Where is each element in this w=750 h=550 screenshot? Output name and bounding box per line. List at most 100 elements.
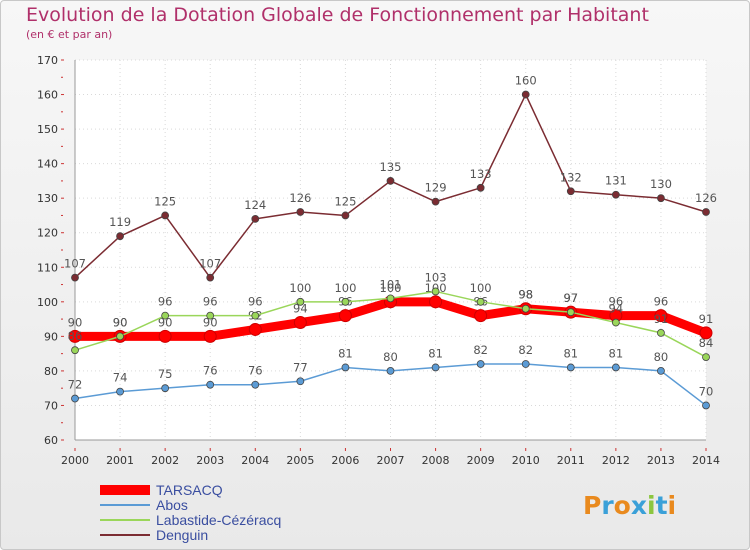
legend-label-tarsacq: TARSACQ: [156, 482, 223, 498]
chart-title: Evolution de la Dotation Globale de Fonc…: [26, 4, 649, 26]
series-denguin: 107 119 125 107 124 126 125 135 129 133 160 132 131 1…: [64, 74, 717, 282]
data-label-labastide-c-z-racq: 96: [203, 295, 218, 309]
data-point-labastide-c-z-racq: [566, 308, 575, 317]
data-label-denguin: 119: [109, 215, 131, 229]
data-point-abos: [521, 360, 530, 368]
data-point-abos: [71, 394, 79, 403]
data-label-denguin: 126: [289, 191, 311, 205]
data-label-abos: 81: [563, 346, 578, 360]
y-tick-label: 130: [37, 192, 58, 205]
data-label-denguin: 131: [605, 174, 627, 188]
data-label-labastide-c-z-racq: 100: [334, 281, 356, 295]
data-label-denguin: 130: [650, 177, 672, 191]
logo-letter: o: [613, 491, 631, 520]
legend-swatch-abos: [100, 504, 150, 506]
data-point-labastide-c-z-racq: [206, 311, 215, 320]
data-point-labastide-c-z-racq: [702, 353, 710, 361]
data-point-tarsacq: [68, 329, 82, 343]
legend-swatch-tarsacq: [100, 485, 150, 495]
data-label-tarsacq: 98: [518, 288, 533, 302]
x-tick-label: 2006: [331, 454, 359, 467]
data-label-abos: 80: [654, 350, 669, 364]
x-tick-label: 2010: [512, 454, 540, 467]
data-label-abos: 72: [68, 378, 83, 392]
data-point-labastide-c-z-racq: [386, 294, 395, 303]
data-point-labastide-c-z-racq: [431, 287, 440, 296]
data-label-abos: 80: [383, 350, 398, 364]
data-label-tarsacq: 96: [609, 295, 624, 309]
x-tick-label: 2008: [422, 454, 450, 467]
data-point-tarsacq: [654, 309, 668, 323]
logo-letter: P: [583, 491, 602, 520]
data-label-labastide-c-z-racq: 90: [113, 315, 128, 329]
y-tick-label: 90: [44, 330, 58, 343]
data-label-tarsacq: 90: [68, 315, 83, 329]
data-label-abos: 76: [203, 364, 218, 378]
data-point-labastide-c-z-racq: [521, 304, 530, 313]
data-point-abos: [611, 363, 620, 372]
data-label-labastide-c-z-racq: 100: [289, 281, 311, 295]
data-label-denguin: 107: [199, 257, 221, 271]
data-label-tarsacq: 94: [293, 302, 308, 316]
data-label-labastide-c-z-racq: 96: [248, 295, 263, 309]
data-label-denguin: 126: [695, 191, 717, 205]
data-point-abos: [476, 360, 485, 368]
data-point-denguin: [71, 273, 79, 282]
data-label-denguin: 125: [334, 194, 356, 208]
x-tick-label: 2000: [61, 454, 89, 467]
data-point-tarsacq: [203, 329, 217, 343]
data-point-labastide-c-z-racq: [251, 311, 260, 320]
data-point-abos: [386, 367, 395, 375]
data-point-abos: [341, 363, 350, 372]
data-point-tarsacq: [158, 329, 172, 343]
x-tick-label: 2012: [602, 454, 630, 467]
data-point-denguin: [521, 90, 530, 99]
y-tick-label: 80: [44, 365, 58, 378]
data-point-abos: [251, 380, 260, 389]
data-label-denguin: 129: [425, 181, 447, 195]
data-point-denguin: [611, 190, 620, 199]
data-label-tarsacq: 96: [654, 295, 669, 309]
x-tick-label: 2002: [151, 454, 179, 467]
data-label-labastide-c-z-racq: 96: [158, 295, 173, 309]
data-label-tarsacq: 90: [113, 315, 128, 329]
data-point-tarsacq: [248, 322, 262, 336]
data-label-abos: 74: [113, 371, 128, 385]
legend-swatch-labastide-c-z-racq: [100, 519, 150, 521]
data-point-tarsacq: [699, 326, 713, 340]
data-point-labastide-c-z-racq: [611, 318, 620, 327]
data-point-labastide-c-z-racq: [116, 332, 124, 341]
x-tick-label: 2001: [106, 454, 134, 467]
y-tick-label: 120: [37, 227, 58, 240]
data-label-tarsacq: 97: [563, 291, 578, 305]
series-abos: 72 74 75 76 76 77 81 80 81 82 82 81 81 80 70: [68, 343, 714, 410]
y-tick-label: 110: [37, 261, 58, 274]
data-point-tarsacq: [293, 316, 307, 330]
data-point-labastide-c-z-racq: [296, 297, 305, 306]
x-tick-label: 2013: [647, 454, 675, 467]
legend-label-abos: Abos: [156, 497, 188, 513]
data-label-labastide-c-z-racq: 97: [563, 291, 578, 305]
data-point-labastide-c-z-racq: [476, 297, 485, 306]
data-point-labastide-c-z-racq: [657, 329, 665, 337]
legend-swatch-denguin: [100, 534, 150, 536]
data-point-abos: [431, 363, 440, 372]
data-label-denguin: 124: [244, 198, 266, 212]
data-label-labastide-c-z-racq: 100: [470, 281, 492, 295]
data-label-abos: 70: [699, 384, 714, 398]
data-point-denguin: [702, 208, 710, 216]
data-point-abos: [296, 377, 305, 386]
data-point-abos: [116, 387, 124, 396]
data-label-labastide-c-z-racq: 86: [68, 329, 83, 343]
data-label-denguin: 107: [64, 257, 86, 271]
data-label-denguin: 132: [560, 170, 582, 184]
data-point-denguin: [476, 183, 485, 192]
x-tick-label: 2004: [241, 454, 269, 467]
logo-letter: t: [655, 491, 668, 520]
data-point-denguin: [116, 232, 124, 241]
data-label-labastide-c-z-racq: 103: [425, 270, 447, 284]
data-point-tarsacq: [338, 309, 352, 323]
data-point-tarsacq: [474, 309, 488, 323]
y-tick-label: 150: [37, 123, 58, 136]
